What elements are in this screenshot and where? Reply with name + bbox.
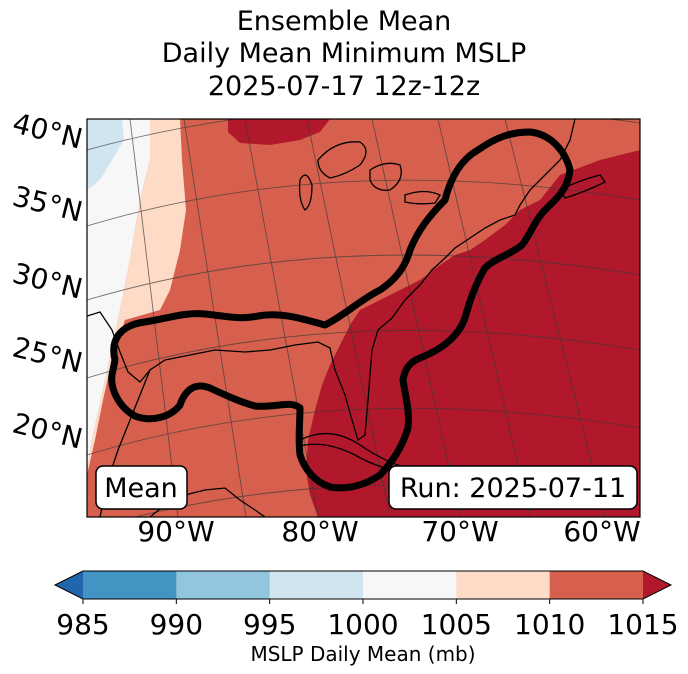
parallel-30n [87, 254, 640, 301]
colorbar-tick-label-1015: 1015 [607, 608, 678, 641]
run-box [388, 465, 638, 510]
colorbar-over-arrow [643, 571, 671, 599]
great-lakes-1 [317, 141, 367, 179]
colorbar-segment-3 [363, 571, 457, 599]
title-line-2: Daily Mean Minimum MSLP [161, 38, 527, 69]
title-line-3: 2025-07-17 12z-12z [207, 71, 481, 102]
lat-label-25n: 25°N [9, 331, 85, 380]
meridian-60w [504, 119, 606, 517]
map-panel [87, 119, 640, 517]
colorbar-tick-label-1010: 1010 [514, 608, 585, 641]
field-1015-plus-north [228, 119, 330, 145]
colorbar-segment-2 [269, 571, 364, 599]
nova-scotia [559, 174, 606, 199]
lon-label-60w: 60°W [563, 515, 640, 548]
gulf-coast [87, 119, 576, 442]
lat-label-35n: 35°N [9, 180, 85, 229]
colorbar-label: MSLP Daily Mean (mb) [250, 642, 475, 666]
map-border [86, 118, 641, 518]
colorbar-segment-1 [176, 571, 271, 599]
colorbar-tick-label-1000: 1000 [327, 608, 398, 641]
colorbar-tick-label-995: 995 [243, 608, 296, 641]
field-995-1000 [87, 119, 124, 190]
parallel-40n [87, 119, 640, 151]
lat-label-40n: 40°N [9, 107, 85, 156]
colorbar-segment-4 [456, 571, 551, 599]
field-1000-1005 [87, 119, 150, 470]
lat-label-30n: 30°N [9, 257, 85, 306]
great-lakes-2 [369, 162, 402, 191]
mean-box-label: Mean [104, 473, 178, 504]
meridian-75w [306, 119, 391, 517]
contour-line [108, 128, 574, 492]
colorbar: 985 990 995 1000 1005 1010 1015 [53, 570, 679, 641]
mean-box [95, 465, 188, 510]
meridian-70w [371, 119, 461, 517]
lon-label-80w: 80°W [281, 515, 358, 548]
lon-label-70w: 70°W [421, 515, 498, 548]
great-lakes-3 [298, 174, 313, 211]
colorbar-tick-label-1005: 1005 [421, 608, 492, 641]
colorbar-segment-0 [83, 571, 177, 599]
great-lakes-4 [404, 190, 441, 205]
colorbar-under-arrow [55, 571, 83, 599]
colorbar-tick-label-985: 985 [56, 608, 109, 641]
field-1015-plus [306, 150, 640, 517]
parallel-20n [87, 407, 640, 456]
field-1005-1010 [87, 119, 186, 475]
colorbar-tick-label-990: 990 [150, 608, 203, 641]
colorbar-segment-5 [549, 571, 644, 599]
title-line-1: Ensemble Mean [236, 6, 452, 37]
run-box-label: Run: 2025-07-11 [400, 473, 626, 504]
lon-label-90w: 90°W [137, 515, 214, 548]
parallel-35n [87, 179, 640, 227]
lat-label-20n: 20°N [9, 407, 85, 456]
